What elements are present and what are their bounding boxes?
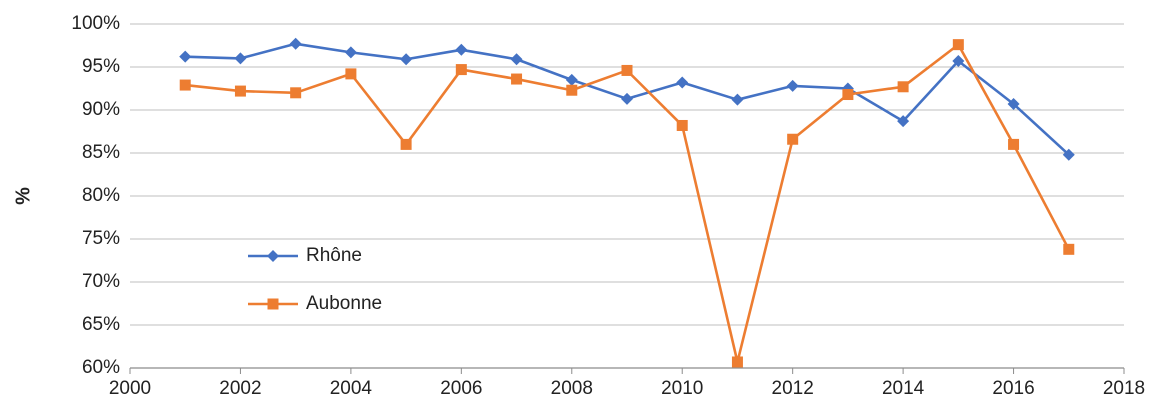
y-tick-label: 100% [71,13,120,34]
data-point [400,53,413,66]
series-aubonne [179,39,1075,368]
data-point [455,64,467,76]
data-point [234,85,246,97]
data-point [731,356,743,368]
grid-lines [130,23,1124,326]
series-rhône [179,37,1075,161]
legend-label: Aubonne [306,293,382,314]
data-point [345,68,357,80]
x-tick-label: 2018 [1103,378,1145,399]
data-point [179,50,192,63]
y-tick-label: 75% [82,228,120,249]
legend-item: Rhône [248,245,362,266]
data-point [511,73,523,85]
x-tick-label: 2004 [330,378,373,399]
data-point [1007,97,1020,110]
x-tick-label: 2012 [772,378,814,399]
y-tick-label: 60% [82,357,120,378]
series [179,37,1075,368]
data-point [179,79,191,91]
data-point [565,73,578,86]
x-tick-labels: 2000 2002 2004 2006 2008 2010 2012 2014 2016 2018 [109,378,1145,399]
y-tick-label: 90% [82,99,120,120]
data-point [621,92,633,105]
data-point [1008,138,1020,150]
data-point [952,39,964,51]
x-tick-label: 2006 [440,378,482,399]
x-tick-label: 2008 [551,378,593,399]
data-point [290,87,302,99]
data-point [786,79,799,92]
data-point [1063,243,1075,255]
data-point [952,54,965,67]
data-point [676,119,688,131]
y-tick-labels: 60% 65% 70% 75% 80% 85% 90% 95% 100% [71,13,120,378]
data-point [566,84,578,96]
x-tick-label: 2010 [661,378,703,399]
legend-label: Rhône [306,245,362,266]
data-point [621,64,633,76]
data-point [400,138,412,150]
data-point [1062,148,1075,161]
y-tick-label: 95% [82,56,120,77]
x-tick-label: 2016 [992,378,1034,399]
data-point [787,133,799,145]
data-point [842,89,854,101]
data-point [897,81,909,93]
series-line [185,43,1070,364]
data-point [344,46,357,59]
data-point [455,43,468,56]
y-tick-label: 65% [82,314,120,335]
legend: Rhône Aubonne [248,245,382,314]
axes [129,367,1125,374]
x-tick-label: 2000 [109,378,151,399]
y-tick-label: 70% [82,271,120,292]
y-tick-label: 85% [82,142,120,163]
data-point [234,52,247,65]
y-axis-label: % [12,187,34,205]
data-point [289,37,302,50]
data-point [510,53,523,66]
x-tick-label: 2014 [882,378,925,399]
y-tick-label: 80% [82,185,120,206]
legend-item: Aubonne [248,293,382,314]
data-point [676,76,689,89]
x-tick-label: 2002 [219,378,261,399]
legend-marker [267,298,279,310]
legend-marker [267,250,279,262]
data-point [731,93,744,106]
data-point [897,115,910,128]
